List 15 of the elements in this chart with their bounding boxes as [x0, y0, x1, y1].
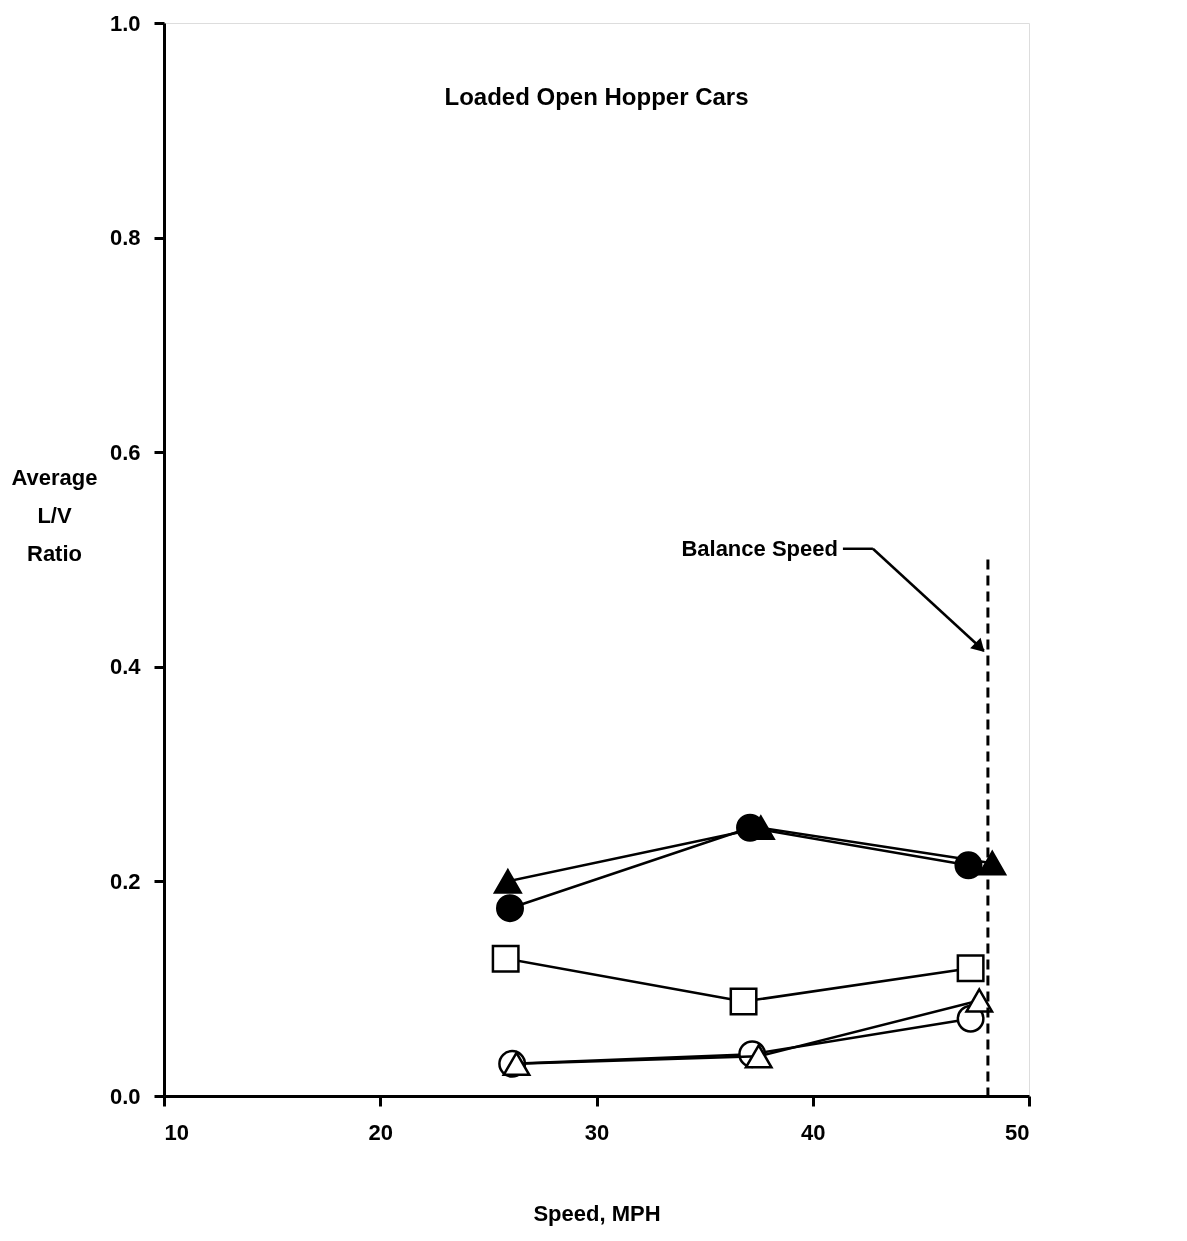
y-tick-label: 0.4: [109, 654, 142, 680]
ref-line-label: Balance Speed: [681, 535, 838, 561]
y-tick-label: 0.2: [109, 868, 141, 894]
y-tick-label: 0.6: [109, 439, 141, 465]
x-axis-title: Speed, MPH: [533, 1200, 661, 1226]
x-tick-label: 20: [368, 1119, 393, 1145]
x-tick-label: 30: [584, 1119, 610, 1145]
x-tick-label: 40: [801, 1119, 826, 1145]
y-tick-label: 0.0: [109, 1083, 141, 1109]
y-tick-label: 0.8: [109, 225, 141, 251]
y-axis-title: Average L/V Ratio: [11, 465, 98, 566]
x-tick-label: 50: [1005, 1119, 1030, 1145]
y-tick-label: 1.0: [109, 10, 141, 36]
text: Loaded Open Hopper Cars: [444, 83, 749, 110]
x-tick-label: 10: [164, 1119, 189, 1145]
